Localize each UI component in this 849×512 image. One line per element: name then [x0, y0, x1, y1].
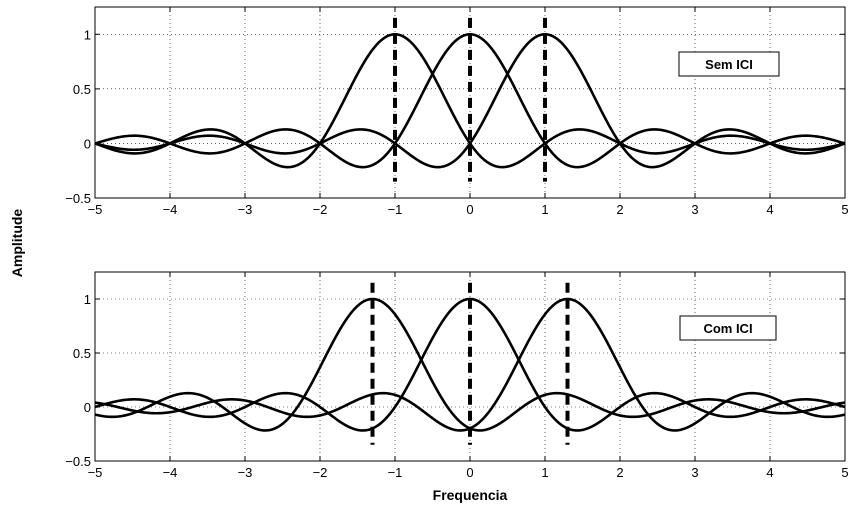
- x-tick-label: −3: [238, 202, 253, 217]
- x-tick-label: 3: [691, 202, 698, 217]
- legend-label: Com ICI: [703, 321, 752, 336]
- y-tick-label: 0: [84, 400, 91, 415]
- x-tick-label: −4: [163, 465, 178, 480]
- grid: [95, 7, 845, 198]
- x-tick-label: −1: [388, 465, 403, 480]
- legend-box: [679, 315, 777, 341]
- top-subplot: −5 −4 −3 −2 −1 0 1 2 3 4 5 −0.5 0 0.5 1 Sem ICI: [65, 6, 849, 217]
- y-tick-label: −0.5: [65, 191, 91, 206]
- x-tick-label: 1: [541, 202, 548, 217]
- x-tick-label: 4: [766, 202, 773, 217]
- x-tick-label: 5: [841, 202, 848, 217]
- x-tick-label: 5: [841, 465, 848, 480]
- x-tick-label: 0: [466, 202, 473, 217]
- x-tick-label: 2: [616, 202, 623, 217]
- y-tick-label: 0.5: [73, 346, 91, 361]
- x-tick-label: −2: [313, 465, 328, 480]
- legend-label: Sem ICI: [705, 57, 753, 72]
- x-tick-label: −3: [238, 465, 253, 480]
- y-tick-label: 1: [84, 27, 91, 42]
- x-tick-label: −4: [163, 202, 178, 217]
- x-tick-label: −5: [88, 465, 103, 480]
- y-tick-label: 0: [84, 136, 91, 151]
- y-axis-label: Amplitude: [9, 209, 25, 278]
- grid: [95, 272, 845, 461]
- x-tick-label: −2: [313, 202, 328, 217]
- x-tick-label: 1: [541, 465, 548, 480]
- y-tick-label: 1: [84, 292, 91, 307]
- x-tick-label: 3: [691, 465, 698, 480]
- x-tick-label: 2: [616, 465, 623, 480]
- bottom-subplot: −5 −4 −3 −2 −1 0 1 2 3 4 5 −0.5 0 0.5 1 Com ICI: [65, 271, 849, 480]
- legend-box: [678, 51, 780, 77]
- y-tick-label: 0.5: [73, 82, 91, 97]
- x-axis-label: Frequencia: [433, 487, 508, 503]
- x-tick-label: 4: [766, 465, 773, 480]
- series-line-3: [94, 32, 846, 169]
- x-tick-label: 0: [466, 465, 473, 480]
- y-tick-label: −0.5: [65, 454, 91, 469]
- x-tick-label: −1: [388, 202, 403, 217]
- x-tick-label: −5: [88, 202, 103, 217]
